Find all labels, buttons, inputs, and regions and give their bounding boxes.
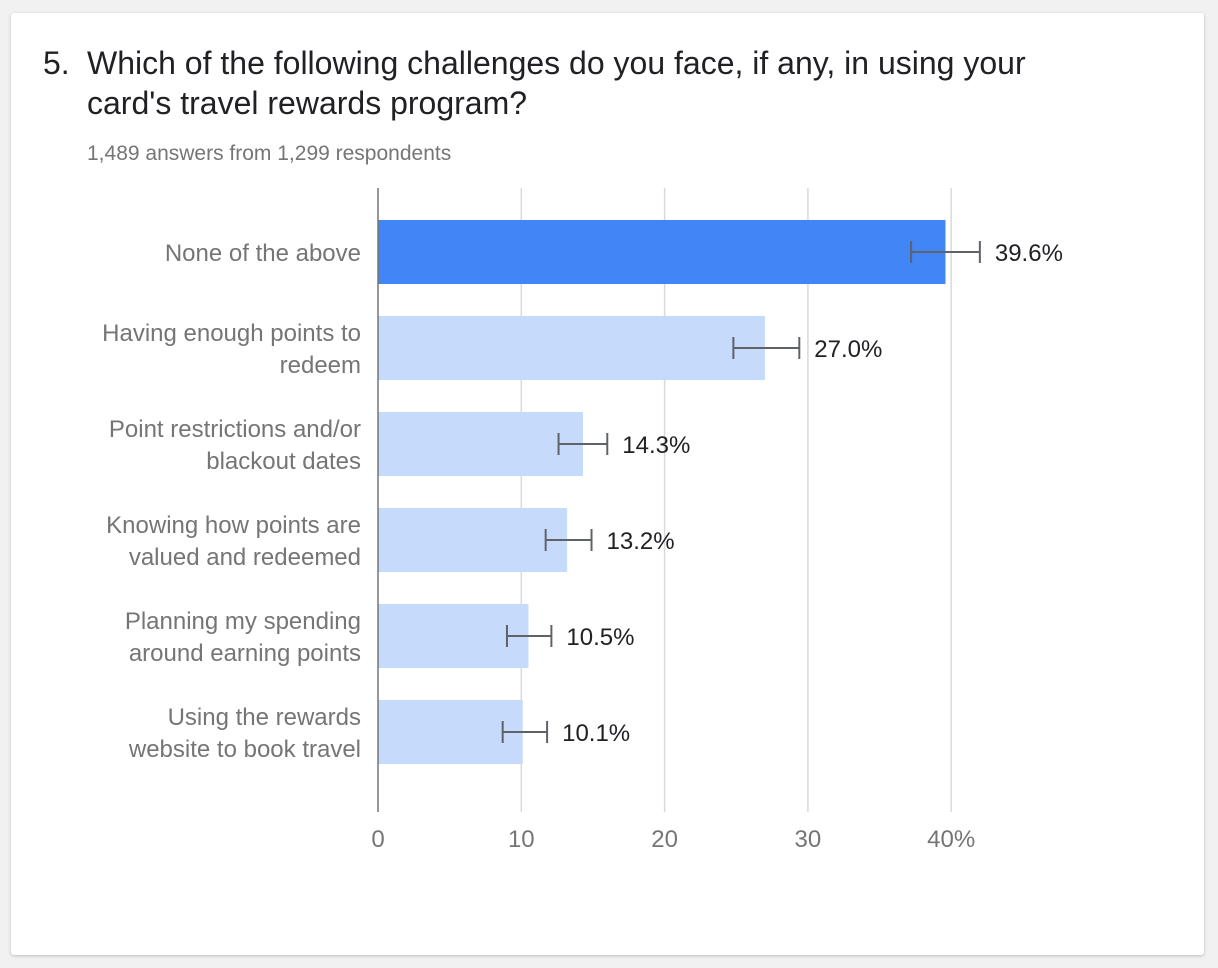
data-label: 10.1% xyxy=(562,720,630,747)
bar xyxy=(378,220,946,284)
bar xyxy=(378,604,529,668)
category-label: Knowing how points are xyxy=(106,512,361,539)
category-label: website to book travel xyxy=(128,736,361,763)
x-tick-label: 40% xyxy=(927,826,975,853)
data-label: 10.5% xyxy=(566,624,634,651)
question-card xyxy=(11,13,1204,955)
category-label: Having enough points to xyxy=(102,320,361,347)
data-label: 39.6% xyxy=(995,240,1063,267)
bar xyxy=(378,316,765,380)
category-label: valued and redeemed xyxy=(129,544,361,571)
category-label: blackout dates xyxy=(206,448,361,475)
response-count: 1,489 answers from 1,299 respondents xyxy=(87,142,452,165)
x-tick-label: 10 xyxy=(508,826,535,853)
x-tick-label: 20 xyxy=(651,826,678,853)
category-label: redeem xyxy=(280,352,361,379)
data-label: 27.0% xyxy=(814,336,882,363)
x-tick-label: 0 xyxy=(371,826,384,853)
question-title: Which of the following challenges do you… xyxy=(87,45,1026,121)
category-label: Using the rewards xyxy=(168,704,361,731)
x-tick-label: 30 xyxy=(795,826,822,853)
bar xyxy=(378,700,523,764)
data-label: 14.3% xyxy=(622,432,690,459)
category-label: Planning my spending xyxy=(125,608,361,635)
category-label: None of the above xyxy=(165,240,361,267)
category-label: Point restrictions and/or xyxy=(109,416,361,443)
category-label: around earning points xyxy=(129,640,361,667)
data-label: 13.2% xyxy=(607,528,675,555)
bar xyxy=(378,508,568,572)
question-number: 5. xyxy=(43,45,70,81)
bar xyxy=(378,412,583,476)
